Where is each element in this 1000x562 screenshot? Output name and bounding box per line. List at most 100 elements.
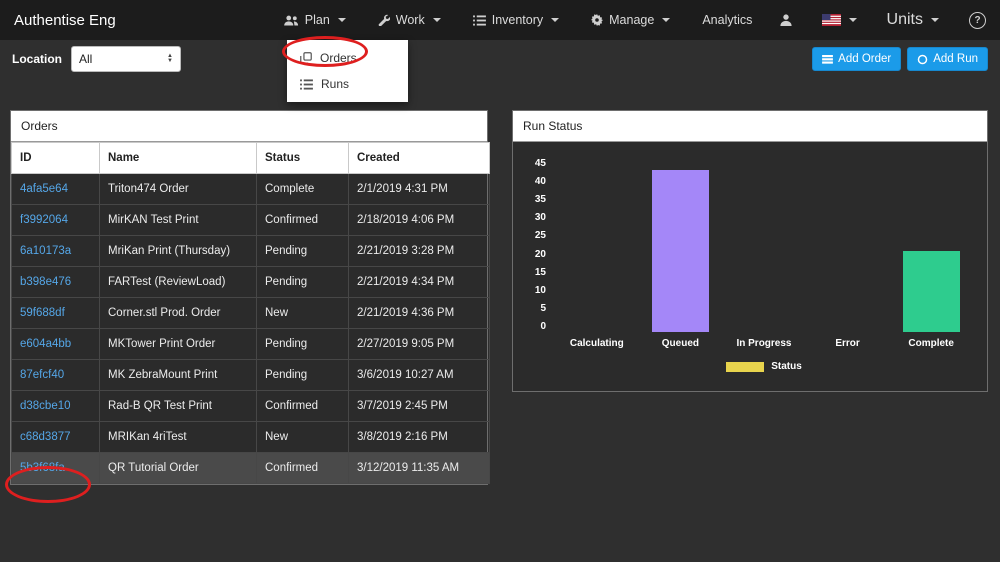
order-status: Pending	[256, 235, 349, 267]
app-brand: Authentise Eng	[14, 11, 116, 29]
gear-icon	[591, 14, 604, 26]
y-tick: 25	[534, 230, 546, 242]
orders-panel-title: Orders	[11, 111, 487, 142]
order-id-link[interactable]: d38cbe10	[20, 400, 71, 412]
list-icon	[300, 78, 313, 90]
add-run-label: Add Run	[933, 53, 978, 65]
orders-panel: Orders ID Name Status Created 4afa5e64 T…	[10, 110, 490, 485]
user-icon[interactable]	[779, 14, 792, 26]
chart-x-axis: Calculating Queued In Progress Error Com…	[555, 338, 973, 349]
order-name: MKTower Print Order	[99, 328, 257, 360]
toolbar: Location All ▲ ▼ Add Order Add Run	[0, 40, 1000, 78]
order-status: Pending	[256, 359, 349, 391]
order-name: MK ZebraMount Print	[99, 359, 257, 391]
run-status-panel: Run Status 45 40 35 30 25 20 15 10 5 0	[512, 110, 988, 392]
order-created: 2/21/2019 3:28 PM	[348, 235, 490, 267]
order-created: 2/21/2019 4:36 PM	[348, 297, 490, 329]
order-created: 3/8/2019 2:16 PM	[348, 421, 490, 453]
add-order-button[interactable]: Add Order	[812, 47, 902, 71]
order-id-link[interactable]: 59f688df	[20, 307, 65, 319]
y-tick: 0	[540, 320, 546, 332]
order-name: MirKAN Test Print	[99, 204, 257, 236]
us-flag-icon	[821, 14, 841, 26]
chevron-down-icon	[337, 18, 346, 22]
units-label: Units	[886, 11, 923, 28]
order-name: MriKan Print (Thursday)	[99, 235, 257, 267]
x-tick: Error	[835, 338, 860, 349]
order-id-link[interactable]: b398e476	[20, 276, 72, 288]
nav-manage-label: Manage	[609, 13, 655, 27]
order-created: 2/18/2019 4:06 PM	[348, 204, 490, 236]
legend-label: Status	[771, 361, 802, 372]
table-header-row: ID Name Status Created	[11, 142, 490, 174]
nav-plan[interactable]: Plan	[283, 13, 346, 27]
order-created: 2/21/2019 4:34 PM	[348, 266, 490, 298]
nav-work[interactable]: Work	[378, 13, 441, 27]
toolbar-actions: Add Order Add Run	[812, 47, 988, 71]
y-tick: 45	[534, 158, 546, 169]
help-icon[interactable]: ?	[969, 11, 986, 29]
nav-work-label: Work	[395, 13, 425, 27]
units-menu[interactable]: Units	[887, 11, 939, 29]
y-tick: 35	[534, 194, 546, 206]
table-row: 4afa5e64 Triton474 Order Complete 2/1/20…	[11, 173, 490, 205]
nav-manage[interactable]: Manage	[591, 13, 671, 27]
location-select[interactable]: All ▲ ▼	[71, 46, 181, 72]
main-nav: Plan Work Inventory	[283, 13, 752, 27]
order-id-link[interactable]: 4afa5e64	[20, 183, 68, 195]
location-select-value: All	[79, 52, 93, 66]
location-label: Location	[12, 52, 62, 66]
nav-analytics-label: Analytics	[702, 13, 753, 27]
table-row: c68d3877 MRIKan 4riTest New 3/8/2019 2:1…	[11, 421, 490, 453]
table-row: 59f688df Corner.stl Prod. Order New 2/21…	[11, 297, 490, 329]
order-created: 3/12/2019 11:35 AM	[348, 452, 490, 484]
top-navbar: Authentise Eng Plan Work Inven	[0, 0, 1000, 40]
order-created: 2/1/2019 4:31 PM	[348, 173, 490, 205]
orders-table: ID Name Status Created 4afa5e64 Triton47…	[11, 142, 490, 484]
order-status: Complete	[256, 173, 349, 205]
chevron-down-icon	[931, 18, 939, 22]
col-name: Name	[99, 142, 257, 174]
order-id-link[interactable]: 87efcf40	[20, 369, 65, 381]
chevron-down-icon	[662, 18, 671, 22]
order-id-link[interactable]: 5b3f68fa	[20, 462, 65, 474]
order-id-link[interactable]: 6a10173a	[20, 245, 72, 257]
order-name: FARTest (ReviewLoad)	[99, 266, 257, 298]
order-id-link[interactable]: e604a4bb	[20, 338, 72, 350]
menu-item-orders[interactable]: Orders	[287, 45, 408, 71]
y-tick: 10	[534, 284, 546, 296]
chart-legend: Status	[555, 361, 973, 372]
order-id-link[interactable]: f3992064	[20, 214, 68, 226]
order-id-link[interactable]: c68d3877	[20, 431, 71, 443]
order-status: Pending	[256, 328, 349, 360]
x-tick: In Progress	[736, 338, 792, 349]
chart-bars	[555, 158, 973, 332]
nav-analytics[interactable]: Analytics	[702, 13, 752, 27]
order-created: 2/27/2019 9:05 PM	[348, 328, 490, 360]
language-flag-menu[interactable]	[821, 14, 857, 26]
y-tick: 5	[540, 302, 546, 314]
legend-swatch	[726, 361, 765, 372]
refresh-circle-icon	[917, 54, 928, 65]
menu-item-runs[interactable]: Runs	[287, 71, 408, 97]
bar-queued	[651, 169, 709, 332]
wrench-icon	[378, 14, 390, 26]
users-icon	[283, 15, 299, 26]
y-tick: 40	[534, 176, 546, 188]
table-row: 6a10173a MriKan Print (Thursday) Pending…	[11, 235, 490, 267]
y-tick: 30	[534, 212, 546, 224]
navbar-right: Units ?	[779, 11, 986, 29]
table-row: f3992064 MirKAN Test Print Confirmed 2/1…	[11, 204, 490, 236]
list-icon	[472, 14, 486, 26]
order-created: 3/7/2019 2:45 PM	[348, 390, 490, 422]
order-name: MRIKan 4riTest	[99, 421, 257, 453]
table-row-selected: 5b3f68fa QR Tutorial Order Confirmed 3/1…	[11, 452, 490, 484]
menu-item-orders-label: Orders	[320, 51, 357, 65]
col-status: Status	[256, 142, 349, 174]
chevron-down-icon	[848, 18, 857, 22]
order-name: Corner.stl Prod. Order	[99, 297, 257, 329]
add-run-button[interactable]: Add Run	[907, 47, 988, 71]
nav-inventory[interactable]: Inventory	[472, 13, 560, 27]
table-row: b398e476 FARTest (ReviewLoad) Pending 2/…	[11, 266, 490, 298]
